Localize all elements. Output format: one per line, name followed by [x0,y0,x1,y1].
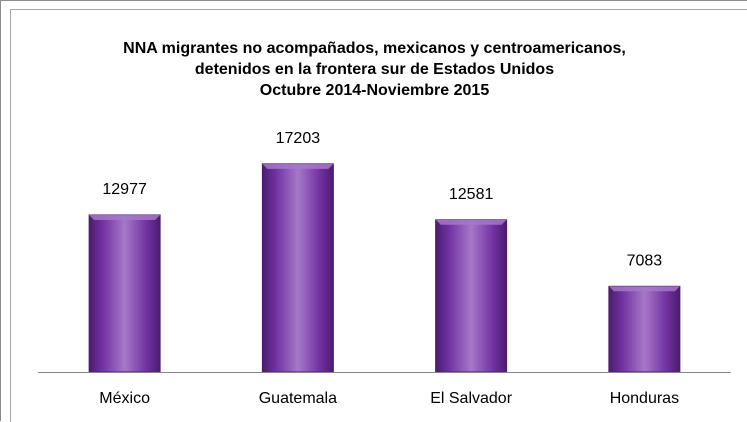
bar-bevel-mexico [89,214,161,220]
data-label-mexico: 12977 [102,181,147,198]
data-label-honduras: 7083 [627,252,663,269]
bar-mexico [88,214,161,373]
labels-group: 12977 México 17203 Guatemala 12581 El Salvado… [99,130,679,407]
category-label-mexico: México [99,390,150,407]
bar-el-salvador [435,219,508,373]
category-label-guatemala: Guatemala [259,390,337,407]
bar-guatemala [261,163,334,373]
chart-title: NNA migrantes no acompañados, mexicanos … [41,38,708,101]
bar-body-guatemala [261,163,334,373]
chart-title-line-1: NNA migrantes no acompañados, mexicanos … [123,40,626,57]
category-label-honduras: Honduras [610,390,679,407]
bar-bevel-honduras [608,286,680,292]
data-label-el-salvador: 12581 [449,186,494,203]
bar-bevel-guatemala [262,163,334,169]
inner-rule-left [10,9,11,422]
category-label-el-salvador: El Salvador [430,390,512,407]
bar-body-mexico [88,214,161,373]
bar-bevel-el-salvador [435,219,507,225]
bar-body-honduras [608,285,681,373]
chart-title-line-2: detenidos en la frontera sur de Estados … [194,61,555,78]
inner-rule-top [10,9,747,10]
bar-honduras [608,285,681,373]
bars-group [88,163,681,373]
bar-body-el-salvador [435,219,508,373]
data-label-guatemala: 17203 [276,130,321,147]
chart-title-line-3: Octubre 2014-Noviembre 2015 [259,82,490,99]
